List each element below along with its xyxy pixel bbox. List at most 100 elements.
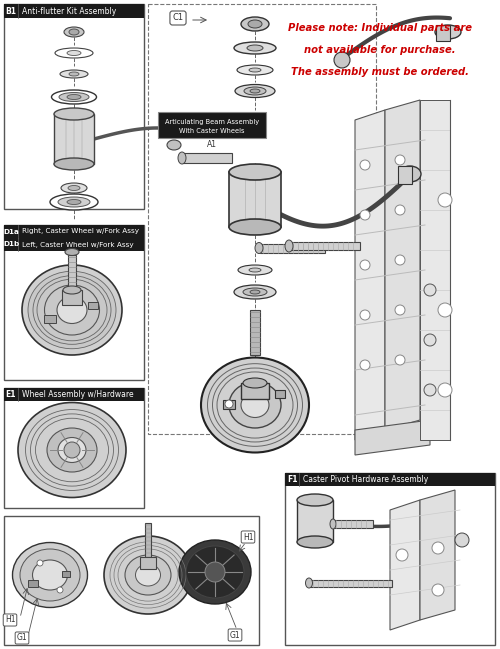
Bar [275,390,285,398]
Text: The assembly must be ordered.: The assembly must be ordered. [291,67,469,77]
Ellipse shape [61,183,87,193]
Ellipse shape [435,25,461,39]
Ellipse shape [47,428,97,472]
Ellipse shape [297,494,333,506]
Bar [28,580,38,587]
Ellipse shape [50,194,98,210]
Ellipse shape [69,29,79,35]
Circle shape [438,383,452,397]
Ellipse shape [28,271,116,349]
Ellipse shape [241,393,269,417]
Text: B1: B1 [6,6,16,16]
Ellipse shape [20,549,80,601]
Text: Anti-flutter Kit Assembly: Anti-flutter Kit Assembly [22,6,116,16]
Ellipse shape [247,45,263,51]
Text: Left, Caster Wheel w/Fork Assy: Left, Caster Wheel w/Fork Assy [22,241,134,247]
Circle shape [57,587,63,593]
Text: C1: C1 [172,14,184,23]
Ellipse shape [68,186,80,191]
Bar [297,500,333,542]
Bar [68,255,76,290]
Polygon shape [355,420,430,455]
Ellipse shape [32,560,68,590]
Ellipse shape [201,358,309,452]
Bar [62,290,82,305]
Ellipse shape [60,70,88,78]
Circle shape [334,52,350,68]
Ellipse shape [65,249,79,256]
Text: Caster Pivot Hardware Assembly: Caster Pivot Hardware Assembly [303,475,428,484]
Bar [4,4,144,18]
Bar [398,166,412,184]
Text: A1: A1 [207,140,217,149]
Circle shape [360,360,370,370]
Bar [4,4,144,209]
Circle shape [395,355,405,365]
Polygon shape [390,500,420,630]
Bar [285,473,495,645]
Circle shape [225,400,233,408]
Circle shape [424,384,436,396]
Text: Please note: Individual parts are: Please note: Individual parts are [288,23,472,33]
Ellipse shape [167,140,181,150]
Ellipse shape [64,27,84,37]
Ellipse shape [55,48,93,58]
Bar [88,302,98,309]
Ellipse shape [249,268,261,272]
Bar [250,310,260,355]
Ellipse shape [67,95,81,99]
Polygon shape [355,110,385,440]
Ellipse shape [63,286,81,294]
Ellipse shape [306,578,312,588]
Circle shape [395,155,405,165]
Ellipse shape [250,290,260,294]
Circle shape [360,160,370,170]
Ellipse shape [241,17,269,31]
Ellipse shape [178,152,186,164]
Text: Right, Caster Wheel w/Fork Assy: Right, Caster Wheel w/Fork Assy [22,228,139,234]
Text: D1a: D1a [3,228,19,234]
Ellipse shape [234,285,276,299]
Ellipse shape [179,540,251,604]
Circle shape [64,442,80,458]
Ellipse shape [243,288,267,296]
Bar [4,388,144,401]
Circle shape [360,260,370,270]
Text: F1: F1 [287,475,297,484]
Ellipse shape [125,555,171,595]
Ellipse shape [297,536,333,548]
Ellipse shape [237,65,273,75]
Text: E1: E1 [6,390,16,399]
Circle shape [360,310,370,320]
Bar [241,383,269,399]
Circle shape [395,305,405,315]
Bar [4,4,18,18]
Bar [333,520,373,528]
Circle shape [360,210,370,220]
Bar [145,523,151,557]
Bar [4,225,144,238]
Text: H1: H1 [5,615,15,624]
Bar [148,4,376,434]
Text: not available for purchase.: not available for purchase. [304,45,456,55]
Bar [4,388,18,401]
Ellipse shape [136,564,160,586]
Bar [290,242,360,250]
Text: Wheel Assembly w/Hardware: Wheel Assembly w/Hardware [22,390,134,399]
Ellipse shape [250,89,260,93]
Bar [310,580,392,587]
Circle shape [395,255,405,265]
Bar [4,225,18,238]
Bar [420,100,450,440]
Text: H1: H1 [243,532,254,541]
Ellipse shape [249,68,261,72]
Ellipse shape [229,382,281,428]
Ellipse shape [244,87,266,95]
Bar [54,114,94,164]
Ellipse shape [67,199,81,204]
Ellipse shape [52,90,96,104]
Text: With Caster Wheels: With Caster Wheels [179,128,245,134]
Circle shape [424,284,436,296]
Bar [4,388,144,508]
Text: G1: G1 [16,633,28,643]
